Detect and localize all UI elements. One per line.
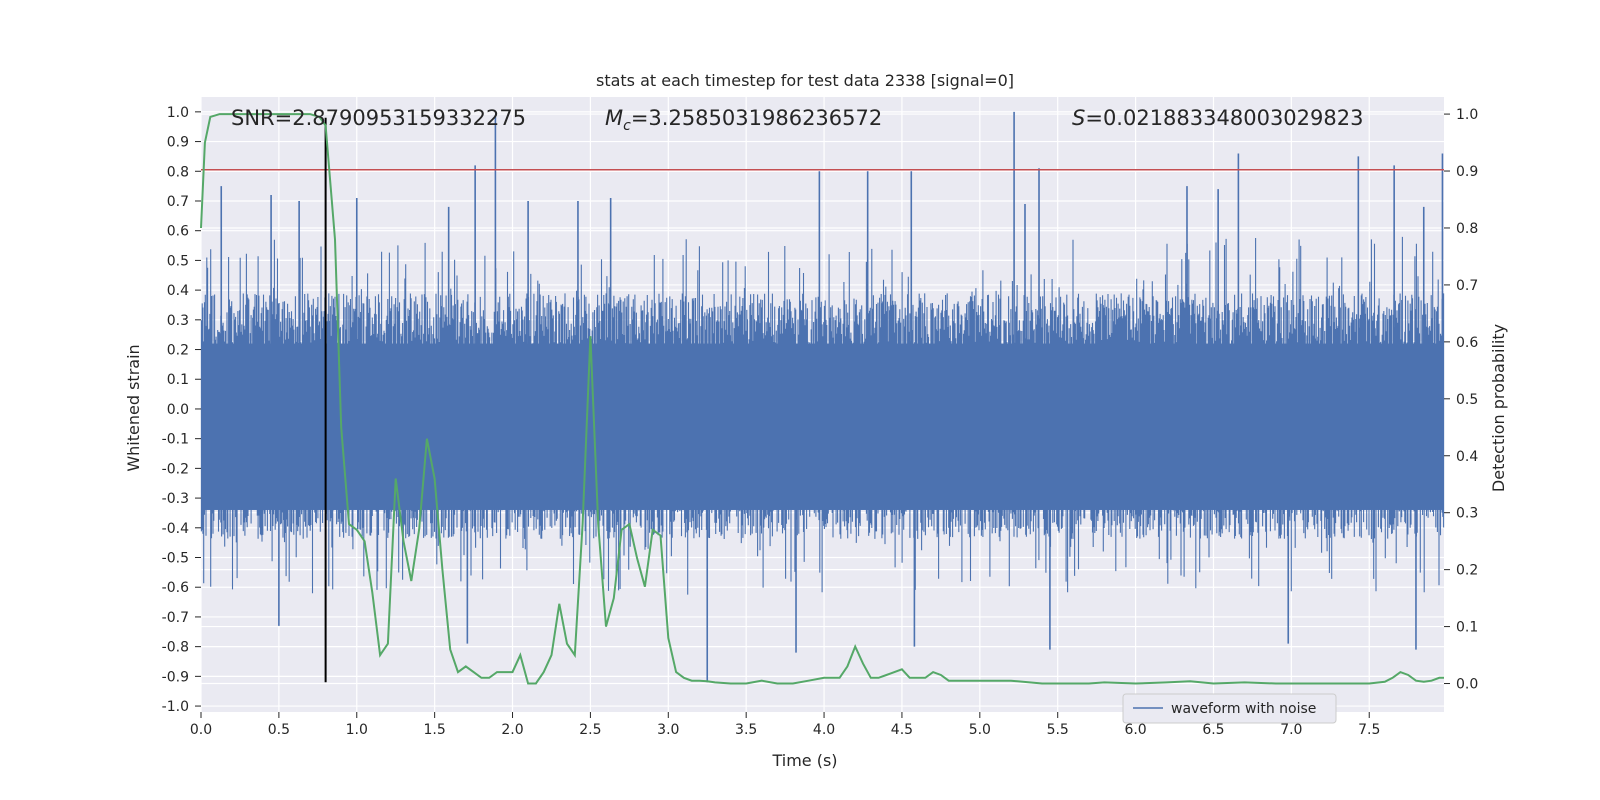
y-tick-label: 0.6 — [167, 224, 189, 240]
y-tick-label: -0.1 — [162, 432, 189, 448]
x-tick-label: 3.0 — [657, 722, 679, 738]
y-tick-label: -0.5 — [162, 551, 189, 567]
y2-tick-label: 0.1 — [1456, 620, 1478, 636]
y2-tick-label: 0.9 — [1456, 164, 1478, 180]
x-tick-label: 5.5 — [1047, 722, 1069, 738]
y2-tick-label: 0.6 — [1456, 335, 1478, 351]
y-tick-label: -0.9 — [162, 669, 189, 685]
y-tick-label: 0.7 — [167, 194, 189, 210]
y-tick-label: 0.5 — [167, 253, 189, 269]
y-tick-label: -0.3 — [162, 491, 189, 507]
y2-tick-label: 0.3 — [1456, 506, 1478, 522]
x-tick-label: 1.5 — [424, 722, 446, 738]
x-tick-label: 6.0 — [1124, 722, 1146, 738]
y-tick-label: 0.2 — [167, 343, 189, 359]
y2-tick-label: 0.0 — [1456, 677, 1478, 693]
y2-tick-label: 0.4 — [1456, 449, 1478, 465]
y-tick-label: -0.8 — [162, 640, 189, 656]
legend-label: waveform with noise — [1171, 701, 1316, 717]
x-axis-label: Time (s) — [771, 751, 837, 770]
legend-box — [1122, 693, 1337, 724]
y2-tick-label: 0.8 — [1456, 221, 1478, 237]
s-value: =0.021883348003029823 — [1085, 106, 1363, 130]
y2-tick-label: 0.7 — [1456, 278, 1478, 294]
mc-symbol: M — [605, 106, 623, 130]
x-tick-label: 4.0 — [813, 722, 835, 738]
x-tick-label: 2.0 — [501, 722, 523, 738]
y-tick-label: 0.9 — [167, 135, 189, 151]
x-tick-label: 0.5 — [268, 722, 290, 738]
mc-annotation: Mc=3.2585031986236572 — [605, 106, 882, 134]
y-tick-label: 0.8 — [167, 164, 189, 180]
x-tick-label: 7.5 — [1358, 722, 1380, 738]
y2-axis-label: Detection probability — [1489, 324, 1508, 492]
x-tick-label: 0.0 — [190, 722, 212, 738]
waveform-core — [201, 343, 1444, 510]
s-symbol: S — [1072, 106, 1085, 130]
left-y-axis: 1.0 0.9 0.8 0.7 0.6 0.5 0.4 0.3 0.2 0.1 0.0 -0.1 -0.… — [162, 105, 201, 715]
x-tick-label: 5.0 — [969, 722, 991, 738]
y-tick-label: 0.4 — [167, 283, 189, 299]
y-tick-label: -1.0 — [162, 699, 189, 715]
x-tick-label: 4.5 — [891, 722, 913, 738]
y-tick-label: -0.6 — [162, 580, 189, 596]
snr-annotation: SNR=2.8790953159332275 — [231, 106, 526, 130]
x-tick-label: 6.5 — [1202, 722, 1224, 738]
y2-tick-label: 0.5 — [1456, 392, 1478, 408]
x-tick-label: 1.0 — [346, 722, 368, 738]
x-tick-label: 3.5 — [735, 722, 757, 738]
y2-tick-label: 1.0 — [1456, 107, 1478, 123]
detection-probability-line — [200, 113, 1444, 685]
s-annotation: S=0.021883348003029823 — [1072, 106, 1363, 130]
plot-area — [200, 97, 1445, 712]
y2-tick-label: 0.2 — [1456, 563, 1478, 579]
x-axis: 0.0 0.5 1.0 1.5 2.0 2.5 3.0 3.5 4.0 4.5 5.0 5.5 6.0 6… — [190, 712, 1380, 738]
y-axis-label: Whitened strain — [124, 344, 143, 471]
y-tick-label: 0.3 — [167, 313, 189, 329]
waveform-series — [200, 111, 1445, 683]
y-tick-label: -0.2 — [162, 461, 189, 477]
x-tick-label: 2.5 — [579, 722, 601, 738]
x-tick-label: 7.0 — [1280, 722, 1302, 738]
y-tick-label: -0.4 — [162, 521, 189, 537]
y-tick-label: 1.0 — [167, 105, 189, 121]
legend: waveform with noise — [1122, 693, 1337, 724]
right-y-axis: 1.0 0.9 0.8 0.7 0.6 0.5 0.4 0.3 0.2 0.1 0.0 — [1444, 107, 1478, 693]
chart-title: stats at each timestep for test data 233… — [596, 71, 1014, 90]
y-tick-label: 0.0 — [167, 402, 189, 418]
mc-value: =3.2585031986236572 — [631, 106, 882, 130]
y-tick-label: 0.1 — [167, 372, 189, 388]
mc-subscript: c — [623, 118, 631, 134]
y-tick-label: -0.7 — [162, 610, 189, 626]
